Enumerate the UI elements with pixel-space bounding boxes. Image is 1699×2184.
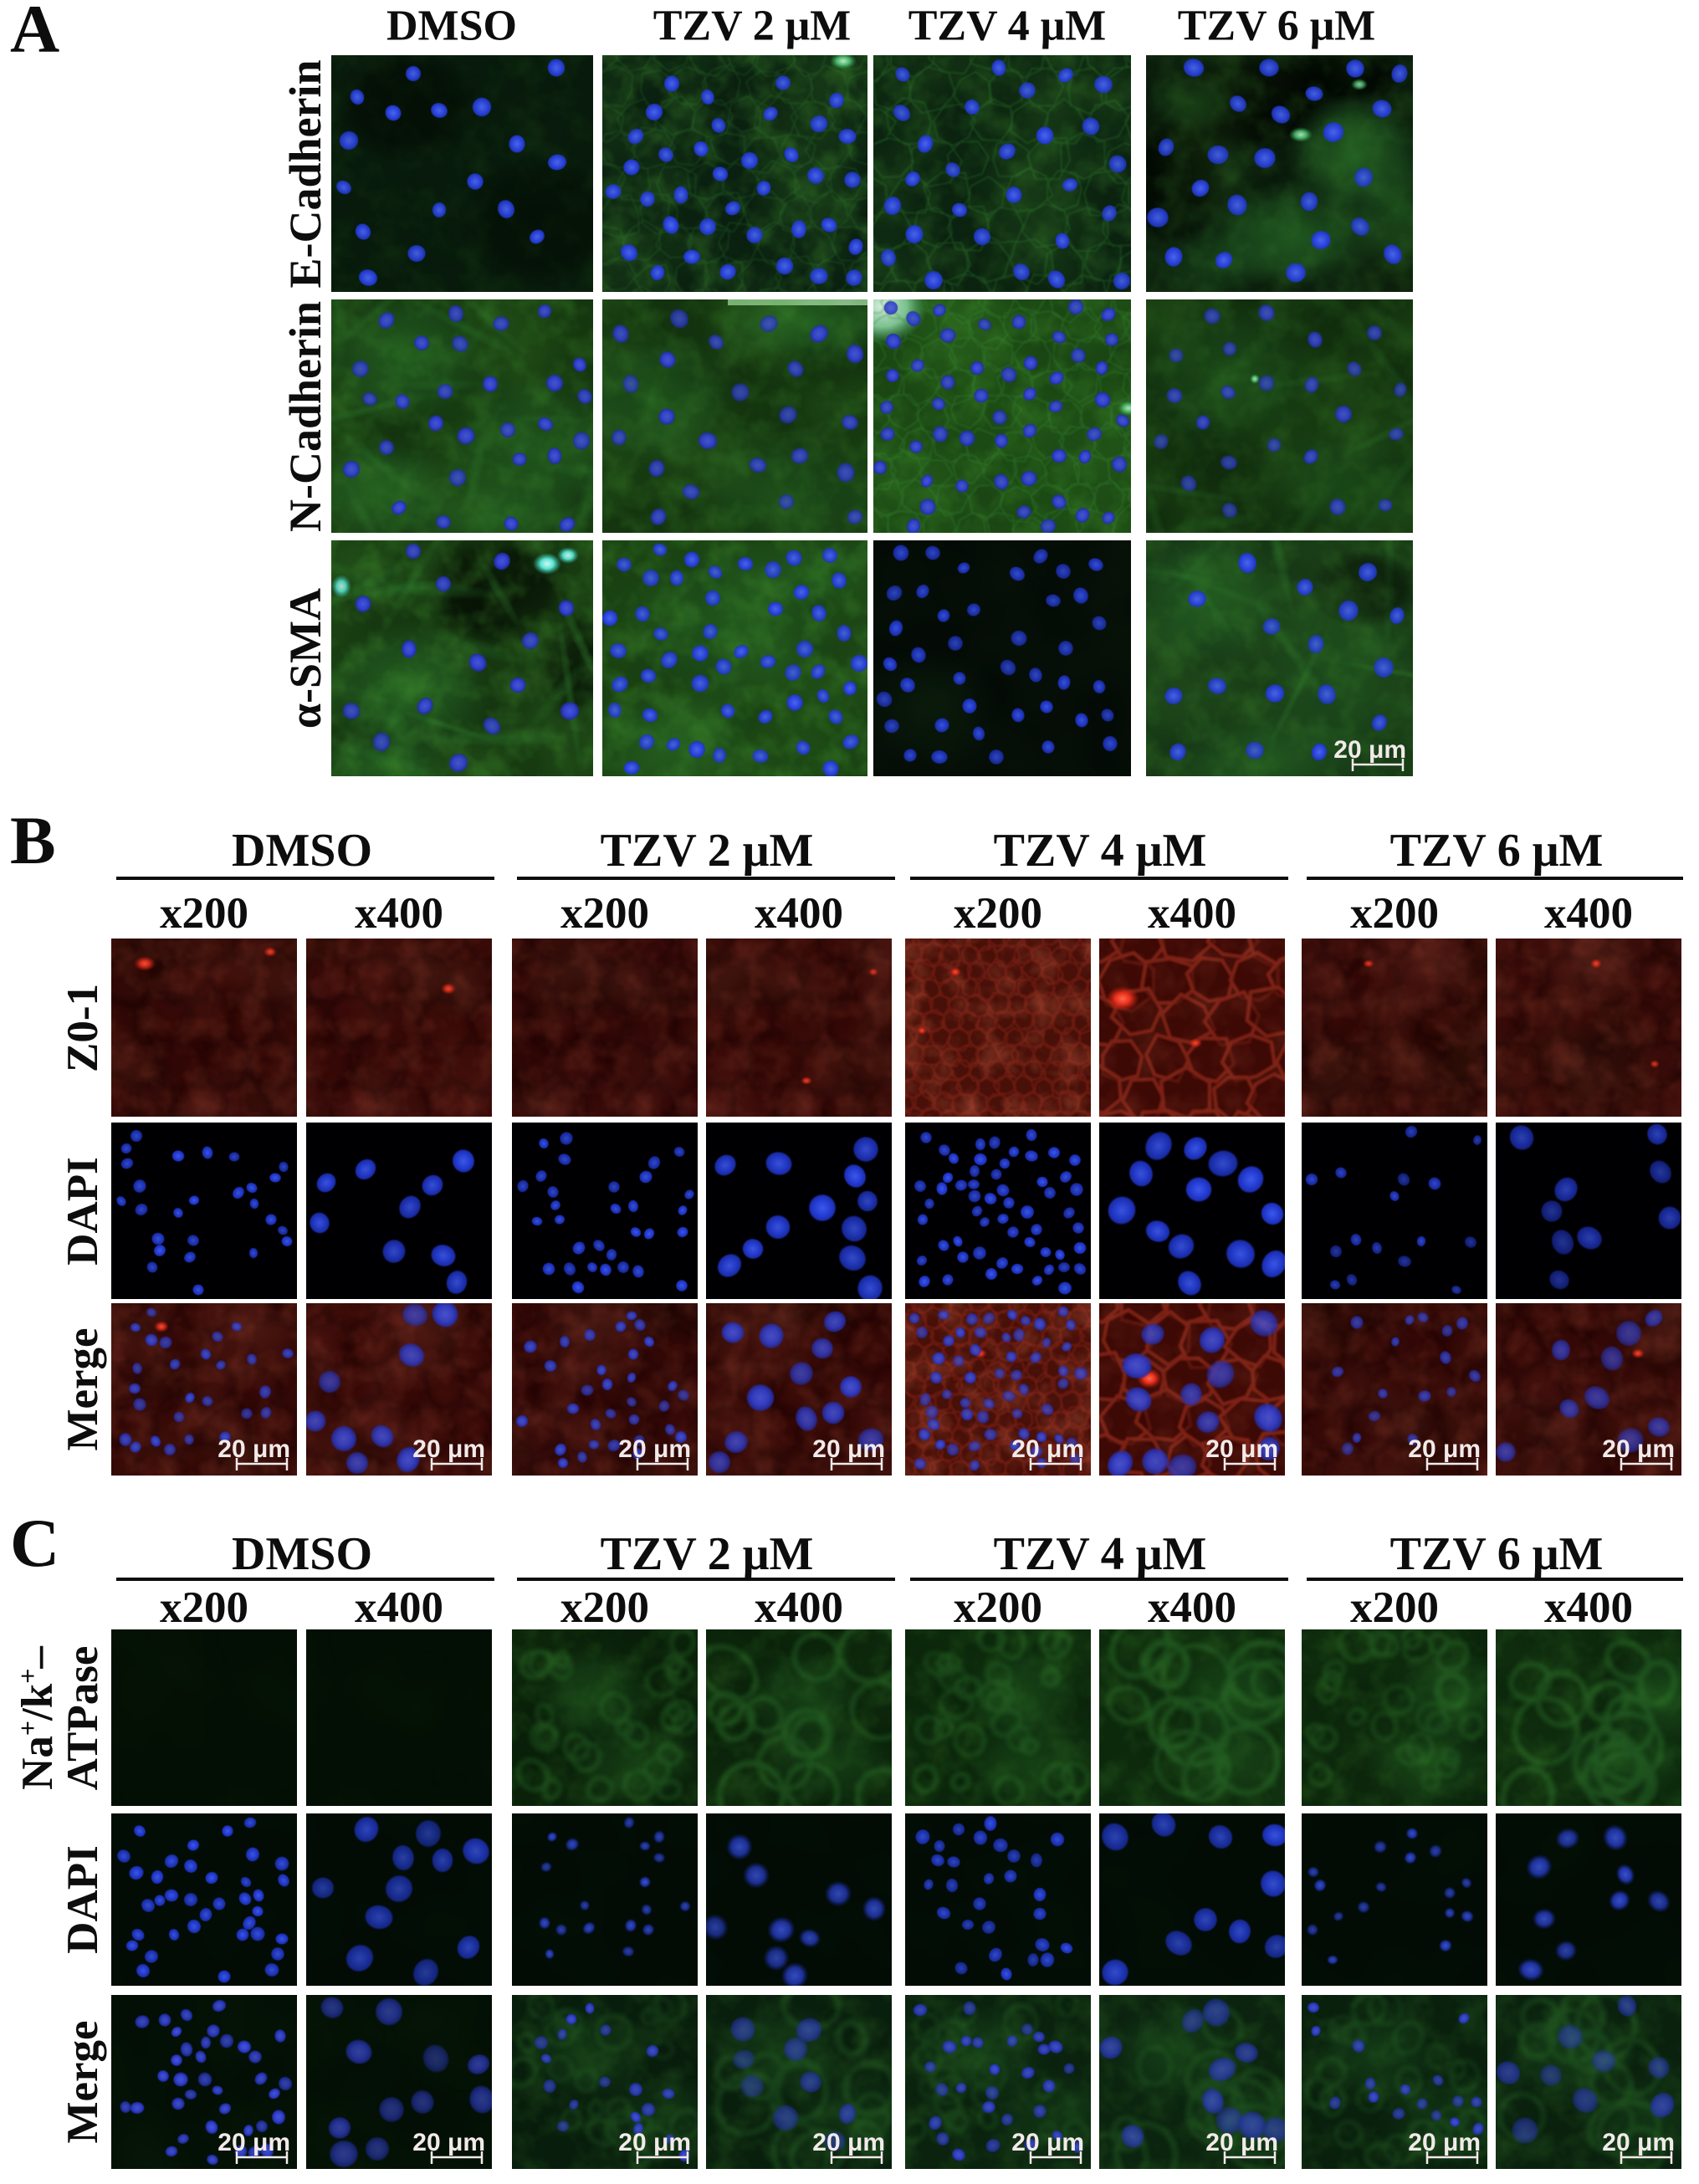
svg-text:20 μm: 20 μm — [1602, 1435, 1675, 1463]
svg-text:20 μm: 20 μm — [1011, 2129, 1084, 2156]
svg-text:20 μm: 20 μm — [217, 2129, 290, 2156]
svg-text:20 μm: 20 μm — [1602, 2129, 1675, 2156]
svg-text:20 μm: 20 μm — [1011, 1435, 1084, 1463]
svg-text:20 μm: 20 μm — [1333, 736, 1406, 764]
svg-text:20 μm: 20 μm — [1205, 2129, 1278, 2156]
svg-text:20 μm: 20 μm — [618, 2129, 691, 2156]
svg-text:20 μm: 20 μm — [1408, 2129, 1481, 2156]
svg-text:20 μm: 20 μm — [812, 2129, 885, 2156]
svg-text:20 μm: 20 μm — [812, 1435, 885, 1463]
svg-text:20 μm: 20 μm — [618, 1435, 691, 1463]
svg-text:20 μm: 20 μm — [412, 1435, 485, 1463]
svg-text:20 μm: 20 μm — [217, 1435, 290, 1463]
svg-text:20 μm: 20 μm — [412, 2129, 485, 2156]
svg-text:20 μm: 20 μm — [1408, 1435, 1481, 1463]
svg-text:20 μm: 20 μm — [1205, 1435, 1278, 1463]
